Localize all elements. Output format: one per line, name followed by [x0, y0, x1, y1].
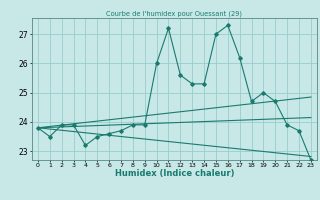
Title: Courbe de l'humidex pour Ouessant (29): Courbe de l'humidex pour Ouessant (29)	[106, 10, 243, 17]
X-axis label: Humidex (Indice chaleur): Humidex (Indice chaleur)	[115, 169, 234, 178]
